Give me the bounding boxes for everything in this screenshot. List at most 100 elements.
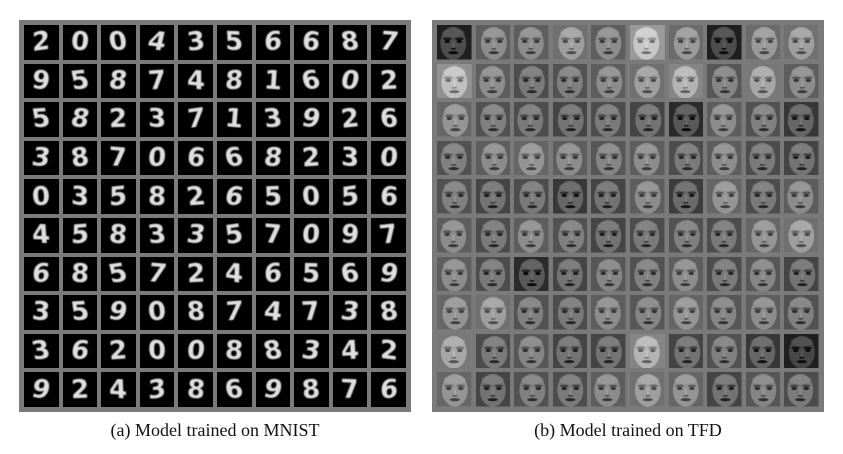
face-image bbox=[552, 295, 588, 330]
tfd-face-tile bbox=[745, 333, 781, 369]
tfd-face-tile bbox=[707, 333, 742, 369]
tfd-face-tile bbox=[591, 217, 626, 253]
mnist-sample-tile: 6 bbox=[255, 25, 291, 60]
mnist-sample-tile: 2 bbox=[178, 256, 213, 292]
tfd-face-tile bbox=[668, 217, 704, 253]
tfd-face-tile bbox=[629, 102, 665, 137]
mnist-digit-label: 5 bbox=[70, 219, 90, 251]
face-image bbox=[475, 333, 511, 369]
mnist-digit-label: 3 bbox=[147, 103, 167, 136]
tfd-face-tile bbox=[784, 333, 819, 369]
face-image bbox=[475, 179, 511, 214]
face-image bbox=[629, 256, 665, 292]
face-image bbox=[784, 256, 819, 292]
mnist-digit-label: 5 bbox=[68, 297, 92, 328]
face-image bbox=[707, 217, 742, 253]
mnist-digit-label: 7 bbox=[145, 258, 169, 290]
mnist-sample-tile: 8 bbox=[332, 25, 368, 60]
face-image bbox=[552, 102, 588, 137]
mnist-digit-label: 7 bbox=[224, 296, 244, 329]
face-image bbox=[591, 63, 626, 99]
tfd-face-tile bbox=[745, 256, 781, 292]
tfd-face-tile bbox=[591, 372, 626, 407]
mnist-digit-label: 8 bbox=[107, 65, 130, 97]
mnist-sample-tile: 6 bbox=[294, 63, 329, 99]
mnist-sample-tile: 7 bbox=[139, 256, 175, 292]
face-image bbox=[668, 140, 704, 176]
tfd-face-tile bbox=[591, 102, 626, 137]
tfd-face-tile bbox=[668, 25, 704, 60]
tfd-face-tile bbox=[437, 256, 472, 292]
mnist-sample-tile: 4 bbox=[255, 295, 291, 330]
mnist-digit-label: 6 bbox=[222, 374, 246, 406]
face-image bbox=[437, 372, 472, 407]
face-image bbox=[707, 295, 742, 330]
face-image bbox=[437, 179, 472, 214]
mnist-digit-label: 0 bbox=[147, 142, 167, 174]
mnist-digit-label: 2 bbox=[378, 65, 399, 97]
face-image bbox=[591, 140, 626, 176]
face-image bbox=[552, 333, 588, 369]
face-image bbox=[591, 179, 626, 214]
mnist-digit-label: 0 bbox=[107, 26, 130, 58]
face-image bbox=[591, 25, 626, 60]
mnist-sample-tile: 7 bbox=[371, 25, 406, 60]
tfd-face-tile bbox=[514, 333, 549, 369]
face-image bbox=[475, 102, 511, 137]
mnist-sample-tile: 4 bbox=[101, 372, 136, 407]
tfd-face-tile bbox=[514, 63, 549, 99]
mnist-digit-label: 0 bbox=[378, 142, 399, 174]
mnist-digit-label: 8 bbox=[338, 27, 362, 58]
mnist-digit-label: 0 bbox=[185, 335, 206, 367]
mnist-digit-label: 8 bbox=[68, 141, 91, 175]
mnist-digit-label: 6 bbox=[31, 258, 52, 290]
mnist-digit-label: 8 bbox=[107, 219, 130, 252]
mnist-digit-label: 8 bbox=[185, 373, 207, 406]
mnist-digit-label: 4 bbox=[225, 257, 244, 291]
face-image bbox=[629, 25, 665, 60]
mnist-digit-label: 7 bbox=[186, 103, 206, 136]
face-image bbox=[514, 295, 549, 330]
tfd-face-tile bbox=[784, 217, 819, 253]
mnist-sample-tile: 7 bbox=[371, 217, 406, 253]
mnist-digit-label: 8 bbox=[300, 373, 323, 406]
face-image bbox=[475, 372, 511, 407]
mnist-digit-label: 0 bbox=[31, 181, 52, 213]
face-image bbox=[437, 63, 472, 99]
face-image bbox=[668, 179, 704, 214]
face-image bbox=[514, 102, 549, 137]
mnist-sample-tile: 5 bbox=[101, 179, 136, 214]
tfd-face-tile bbox=[475, 179, 511, 214]
tfd-face-tile bbox=[552, 102, 588, 137]
mnist-sample-tile: 6 bbox=[216, 140, 252, 176]
face-image bbox=[514, 256, 549, 292]
face-image bbox=[629, 140, 665, 176]
mnist-digit-label: 9 bbox=[29, 373, 54, 406]
face-image bbox=[475, 295, 511, 330]
face-image bbox=[745, 140, 781, 176]
face-image bbox=[591, 295, 626, 330]
mnist-sample-tile: 5 bbox=[62, 63, 98, 99]
tfd-face-tile bbox=[784, 372, 819, 407]
mnist-digit-label: 1 bbox=[223, 103, 245, 136]
mnist-sample-tile: 4 bbox=[139, 25, 175, 60]
mnist-sample-tile: 8 bbox=[178, 295, 213, 330]
face-image bbox=[514, 179, 549, 214]
mnist-sample-tile: 0 bbox=[332, 63, 368, 99]
mnist-sample-tile: 5 bbox=[101, 256, 136, 292]
mnist-sample-tile: 8 bbox=[371, 295, 406, 330]
caption-tfd: (b) Model trained on TFD bbox=[534, 420, 722, 440]
mnist-sample-tile: 1 bbox=[255, 63, 291, 99]
face-image bbox=[475, 140, 511, 176]
mnist-digit-label: 3 bbox=[30, 296, 52, 329]
tfd-face-grid bbox=[437, 25, 819, 407]
mnist-digit-label: 2 bbox=[379, 334, 398, 368]
tfd-face-tile bbox=[745, 295, 781, 330]
mnist-digit-label: 6 bbox=[263, 257, 282, 290]
tfd-face-tile bbox=[475, 217, 511, 253]
face-image bbox=[475, 63, 511, 99]
mnist-sample-tile: 7 bbox=[294, 295, 329, 330]
tfd-face-tile bbox=[437, 102, 472, 137]
mnist-digit-label: 7 bbox=[263, 219, 283, 252]
tfd-face-tile bbox=[629, 63, 665, 99]
